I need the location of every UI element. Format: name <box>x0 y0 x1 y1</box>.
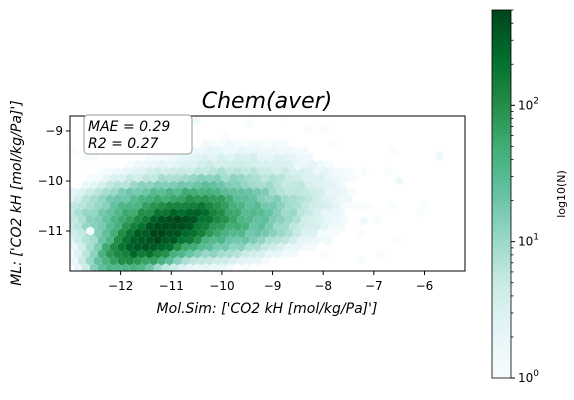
colorbar-gradient <box>492 10 511 378</box>
x-tick-label: −11 <box>159 279 184 293</box>
colorbar-ticks: 100101102 <box>511 10 539 385</box>
colorbar-tick-exponent: 2 <box>533 96 539 106</box>
stats-annotation: MAE = 0.29 R2 = 0.27 <box>84 115 192 154</box>
colorbar-label: log10(N) <box>555 170 568 218</box>
y-tick-label: −10 <box>38 174 63 188</box>
x-tick-label: −6 <box>416 279 434 293</box>
x-axis-label: Mol.Sim: ['CO2 kH [mol/kg/Pa]'] <box>157 301 378 317</box>
y-tick-label: −9 <box>45 124 63 138</box>
x-tick-label: −10 <box>209 279 234 293</box>
colorbar-tick-label: 101 <box>518 233 539 249</box>
mae-text: MAE = 0.29 <box>88 119 170 135</box>
colorbar-tick-label: 102 <box>518 96 539 112</box>
chart-title: Chem(aver) <box>202 89 333 114</box>
colorbar-tick-label: 100 <box>518 369 539 385</box>
r2-text: R2 = 0.27 <box>88 136 159 152</box>
x-tick-label: −9 <box>264 279 282 293</box>
x-axis-ticks: −12 −11 −10 −9 −8 −7 −6 <box>108 271 433 293</box>
x-tick-label: −7 <box>365 279 383 293</box>
colorbar: 100101102 log10(N) <box>492 10 568 385</box>
y-axis-ticks: −11 −10 −9 <box>38 124 70 238</box>
x-tick-label: −8 <box>314 279 332 293</box>
colorbar-tick-exponent: 1 <box>533 233 539 243</box>
y-tick-label: −11 <box>38 224 63 238</box>
colorbar-tick-exponent: 0 <box>533 369 539 379</box>
x-tick-label: −12 <box>108 279 133 293</box>
y-axis-label: ML: ['CO2 kH [mol/kg/Pa]'] <box>9 100 25 285</box>
